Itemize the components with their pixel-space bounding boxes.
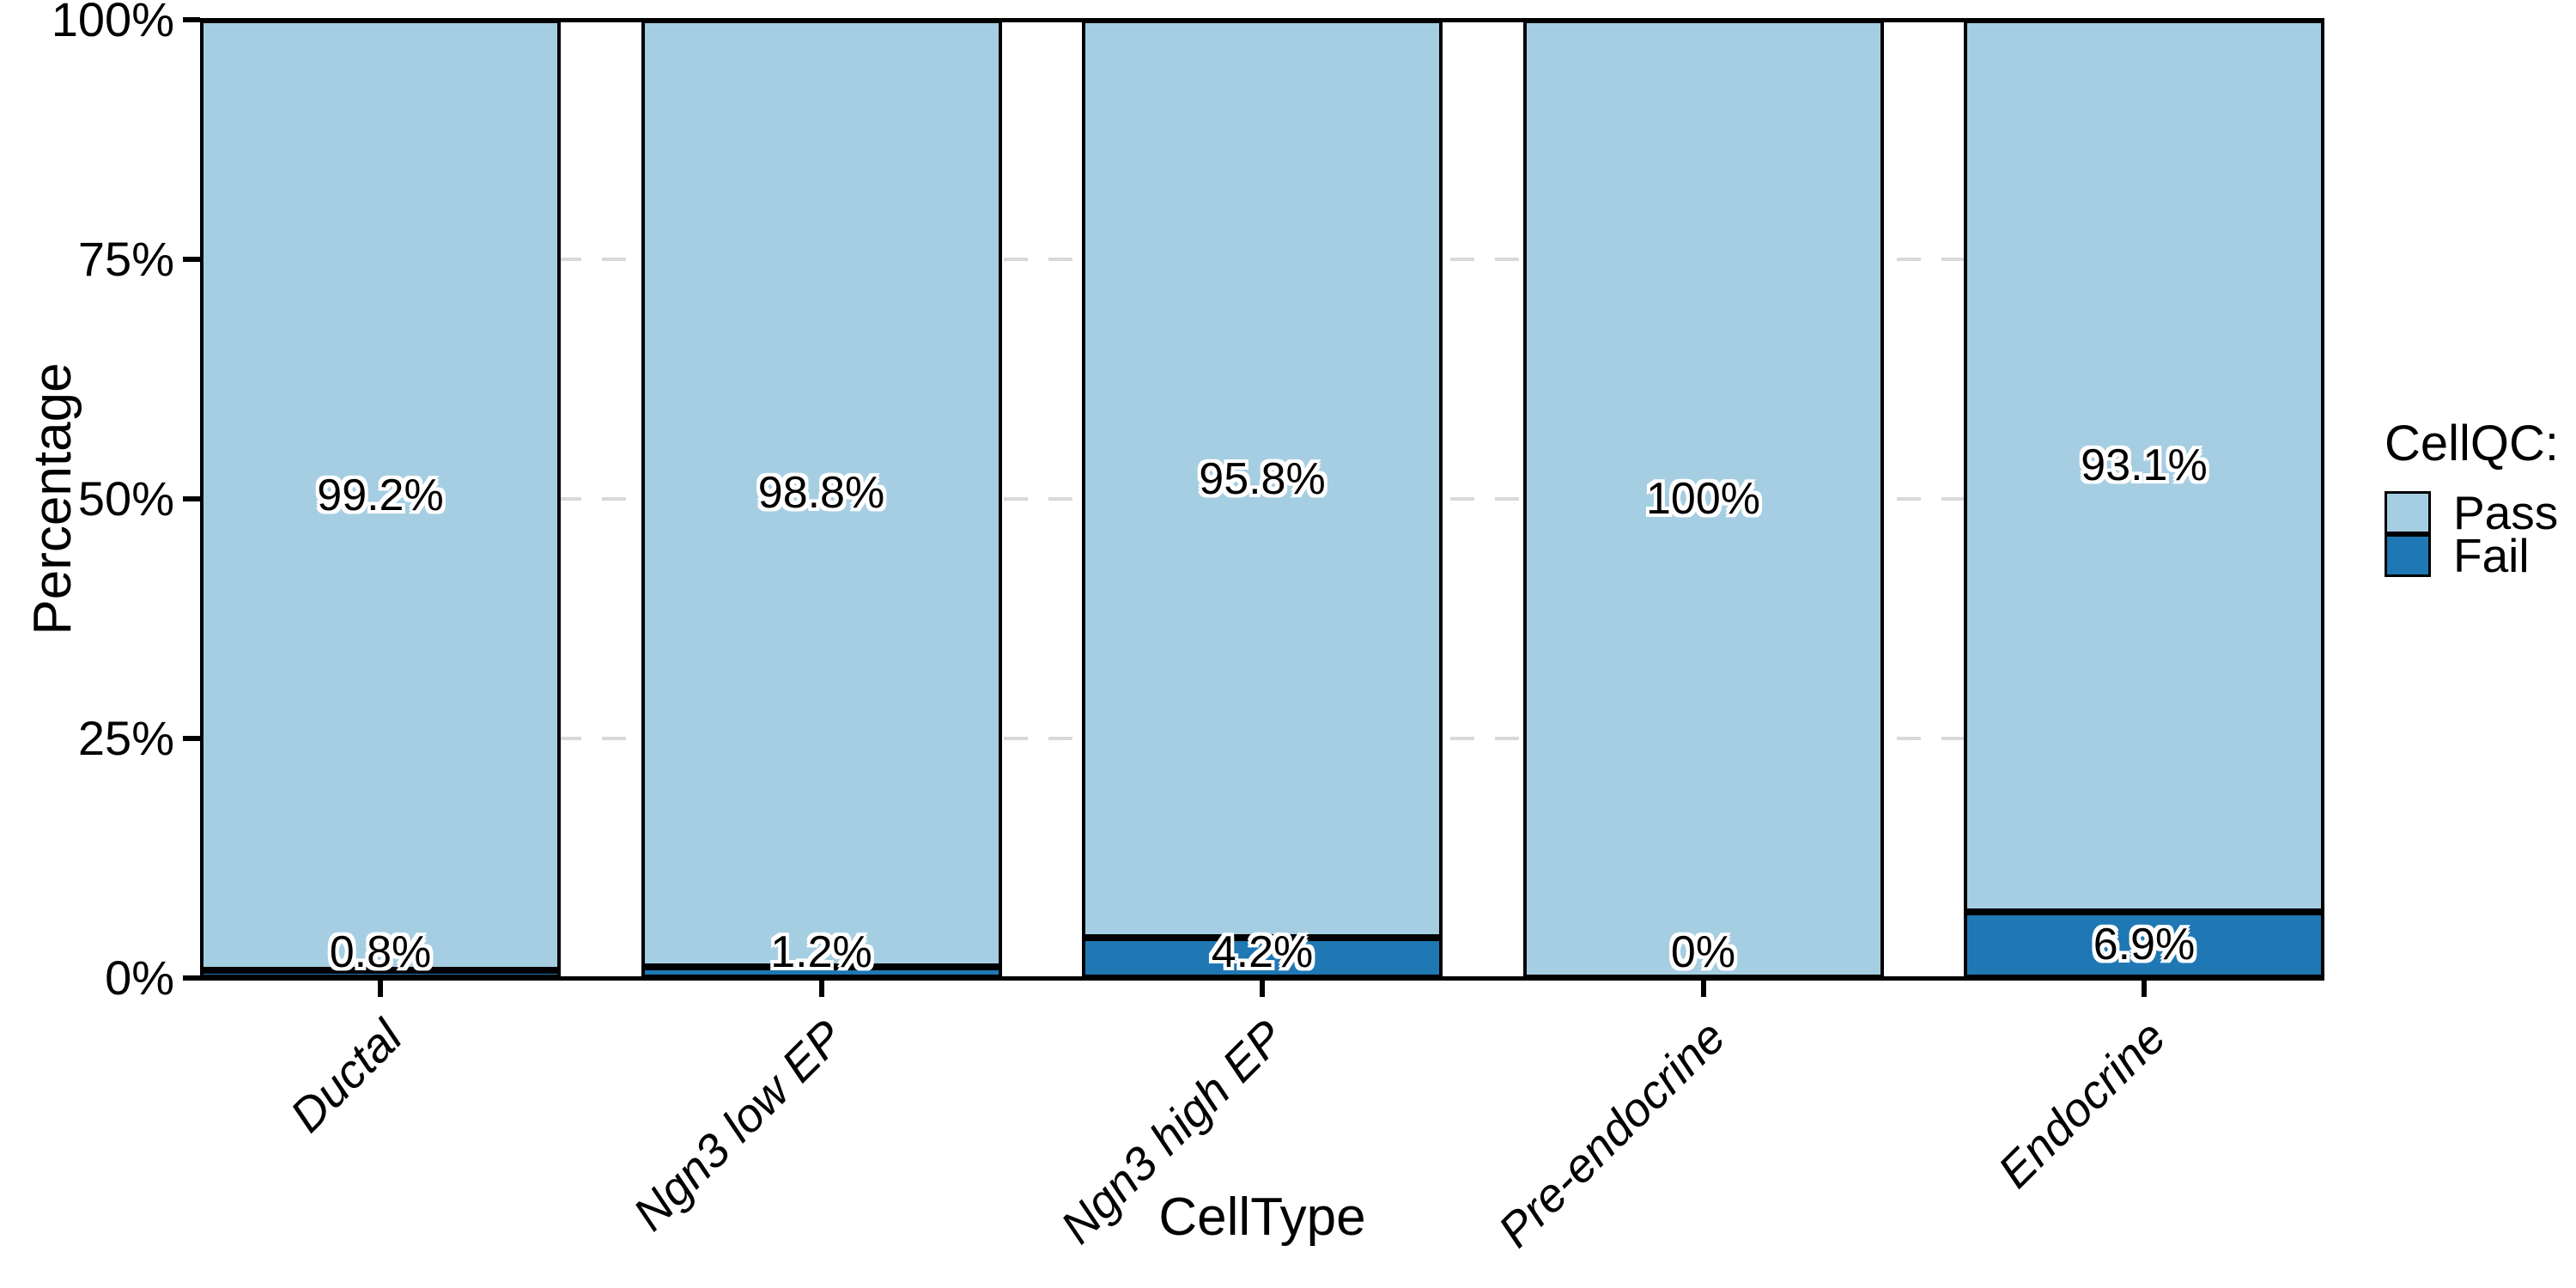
x-tick-ductal <box>378 980 383 997</box>
y-tick-0 <box>183 975 200 981</box>
pass-value-label-ductal: 99.2% <box>317 470 444 520</box>
x-tick-label-pre-endocrine: Pre-endocrine <box>1487 1010 1735 1258</box>
legend-swatch-pass <box>2385 491 2431 534</box>
bar-segment-pass-endocrine <box>1964 20 2324 912</box>
x-tick-endocrine <box>2142 980 2147 997</box>
pass-value-label-ngn3-low-ep: 98.8% <box>757 468 885 519</box>
bar-segment-fail-endocrine <box>1964 911 2324 978</box>
x-tick-label-endocrine: Endocrine <box>1987 1010 2176 1199</box>
fail-value-label-endocrine: 6.9% <box>2093 920 2196 970</box>
fail-value-label-pre-endocrine: 0% <box>1670 927 1736 977</box>
y-tick-label-50: 50% <box>77 471 174 526</box>
x-axis-line <box>200 976 2324 981</box>
pass-value-label-endocrine: 93.1% <box>2081 440 2208 491</box>
bar-segment-pass-ngn3-high-ep <box>1082 20 1443 939</box>
legend-swatch-fail <box>2385 534 2431 577</box>
y-tick-label-75: 75% <box>77 232 174 286</box>
pass-value-label-ngn3-high-ep: 95.8% <box>1199 453 1326 504</box>
bar-segment-pass-ngn3-low-ep <box>641 20 1002 967</box>
bar-segment-pass-pre-endocrine <box>1522 20 1884 978</box>
x-tick-label-ductal: Ductal <box>279 1010 412 1143</box>
x-axis-title: CellType <box>1158 1188 1366 1247</box>
pass-value-label-pre-endocrine: 100% <box>1646 474 1760 524</box>
bar-segment-pass-ductal <box>200 20 561 971</box>
y-tick-100 <box>183 17 200 22</box>
y-tick-75 <box>183 257 200 262</box>
legend-entry-pass: Pass <box>2385 485 2559 539</box>
y-tick-label-25: 25% <box>77 711 174 765</box>
bar-segment-fail-ngn3-high-ep <box>1082 938 1443 978</box>
legend-entry-fail: Fail <box>2385 528 2559 582</box>
legend-title: CellQC: <box>2385 416 2560 471</box>
legend-label-pass: Pass <box>2453 485 2559 539</box>
y-tick-label-100: 100% <box>51 0 174 46</box>
x-tick-pre-endocrine <box>1700 980 1706 997</box>
fail-value-label-ductal: 0.8% <box>329 927 432 977</box>
legend: CellQC: Pass Fail <box>2385 416 2560 582</box>
fail-value-label-ngn3-low-ep: 1.2% <box>770 927 872 977</box>
x-tick-label-ngn3-low-ep: Ngn3 low EP <box>622 1010 854 1241</box>
x-tick-ngn3-high-ep <box>1260 980 1265 997</box>
legend-label-fail: Fail <box>2453 528 2530 582</box>
bar-segment-fail-ngn3-low-ep <box>641 966 1002 978</box>
panel-top-line <box>200 18 2324 22</box>
fail-value-label-ngn3-high-ep: 4.2% <box>1211 927 1314 977</box>
y-tick-50 <box>183 496 200 501</box>
y-tick-label-0: 0% <box>105 951 174 1005</box>
x-tick-ngn3-low-ep <box>818 980 824 997</box>
y-tick-25 <box>183 736 200 741</box>
